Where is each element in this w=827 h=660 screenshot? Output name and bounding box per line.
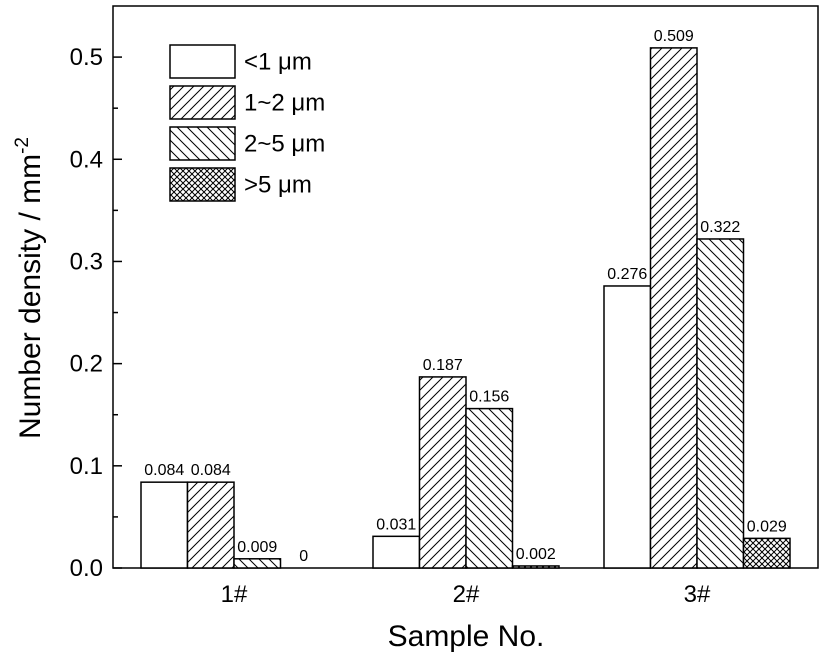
y-tick-label: 0.2	[70, 351, 103, 378]
y-axis-title-superscript: -2	[12, 137, 33, 154]
bar-value-label: 0.187	[423, 357, 463, 374]
bar-value-label: 0.029	[747, 518, 787, 535]
y-axis-title-main: Number density / mm	[14, 154, 47, 439]
legend-label: <1 μm	[244, 49, 312, 76]
bar-value-label: 0.031	[376, 516, 416, 533]
bar-value-label: 0.084	[191, 462, 231, 479]
legend-label: 1~2 μm	[244, 90, 325, 117]
bar	[603, 285, 652, 569]
y-tick-label: 0.1	[70, 453, 103, 480]
bar	[465, 407, 514, 569]
y-axis-title: Number density / mm-2	[12, 137, 47, 439]
legend-swatch	[169, 85, 236, 120]
bar-value-label: 0.156	[469, 389, 509, 406]
legend: <1 μm 1~2 μm 2~5 μm >5 μm	[169, 44, 325, 202]
bar-value-label: 0.002	[516, 546, 556, 563]
bar	[186, 481, 235, 569]
legend-label: 2~5 μm	[244, 131, 325, 158]
bar	[233, 558, 282, 569]
y-tick-label: 0.3	[70, 248, 103, 275]
bar	[649, 47, 698, 569]
bar-value-label: 0	[299, 548, 308, 565]
x-tick-label: 3#	[684, 581, 711, 608]
x-axis-title: Sample No.	[388, 620, 545, 653]
bar	[696, 238, 745, 569]
bar-value-label: 0.084	[144, 462, 184, 479]
legend-swatch	[169, 167, 236, 202]
bar	[742, 537, 791, 569]
x-tick-label: 1#	[221, 581, 248, 608]
bars-group	[140, 47, 791, 569]
bar-value-label: 0.276	[607, 266, 647, 283]
data-labels-group: 0.084 0.084 0.009 0 0.031 0.187 0.156 0.002 0.27…	[144, 28, 787, 565]
bar-value-label: 0.009	[237, 539, 277, 556]
bar-value-label: 0.509	[654, 28, 694, 45]
legend-label: >5 μm	[244, 172, 312, 199]
y-tick-label: 0.0	[70, 555, 103, 582]
bar-value-label: 0.322	[700, 219, 740, 236]
bar	[418, 376, 467, 569]
bar	[372, 535, 421, 569]
legend-swatch	[169, 126, 236, 161]
x-tick-label: 2#	[453, 581, 480, 608]
legend-swatch	[169, 44, 236, 79]
y-tick-label: 0.5	[70, 44, 103, 71]
bar	[511, 565, 560, 569]
bar	[140, 481, 189, 569]
y-tick-label: 0.4	[70, 146, 103, 173]
